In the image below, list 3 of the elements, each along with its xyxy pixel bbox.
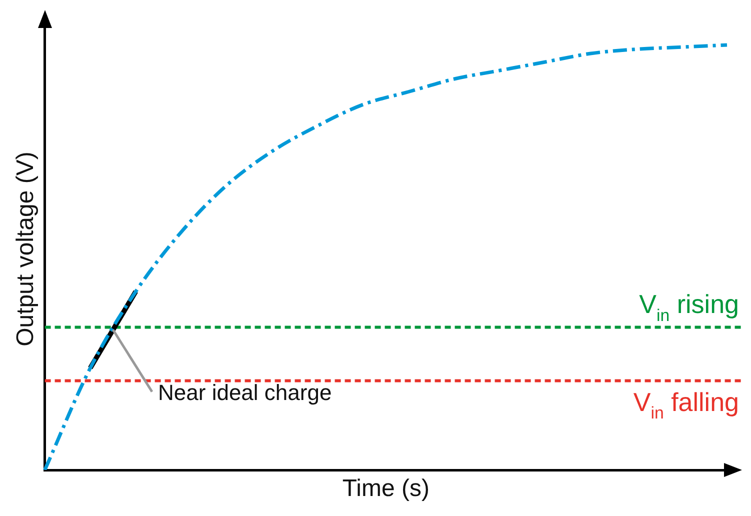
x-axis-title: Time (s) [342,475,430,502]
y-axis-title: Output voltage (V) [12,152,40,346]
annotation: Near ideal charge [158,380,332,405]
